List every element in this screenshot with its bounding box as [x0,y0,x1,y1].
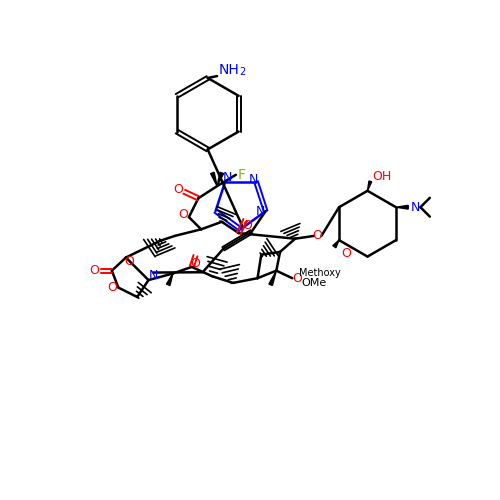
Text: N: N [248,174,258,186]
Polygon shape [396,206,408,209]
Text: F: F [238,168,246,182]
Polygon shape [166,274,173,285]
Text: O: O [89,264,99,277]
Polygon shape [269,270,276,285]
Text: O: O [292,272,302,284]
Text: 2: 2 [240,68,246,78]
Text: O: O [190,256,200,270]
Text: O: O [107,281,117,294]
Text: OH: OH [372,170,391,183]
Text: N: N [222,172,232,184]
Text: O: O [178,208,188,221]
Text: O: O [174,184,184,196]
Polygon shape [333,240,339,248]
Text: O: O [124,255,134,268]
Text: N: N [256,204,266,218]
Polygon shape [217,172,224,186]
Text: Methoxy: Methoxy [298,268,341,278]
Text: OMe: OMe [302,278,327,288]
Polygon shape [210,172,217,186]
Text: N: N [148,269,158,282]
Text: O: O [242,219,252,232]
Text: O: O [312,230,322,242]
Text: NH: NH [219,62,240,76]
Polygon shape [368,181,372,191]
Text: O: O [341,246,350,260]
Text: N: N [411,200,420,213]
